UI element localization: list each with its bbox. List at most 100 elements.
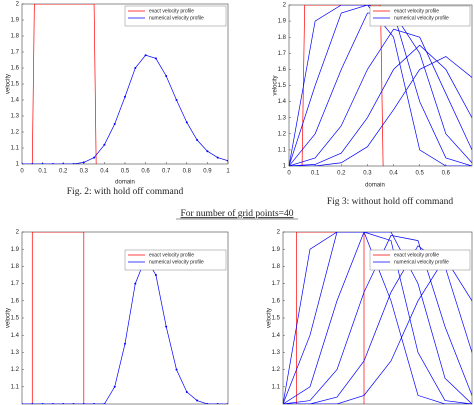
point [51,163,54,164]
legend-label: exact velocity profile [394,252,439,258]
panel: 1 1.1 1.2 1.3 1.4 1.5 1.6 1.7 1.8 1.9 2 0 0.1 0.2 0.3 0… [6,2,231,198]
legend-label: numerical velocity profile [394,259,449,265]
y-axis-label: velocity [6,308,12,328]
point [113,123,116,125]
x-tick-label: 0.3 [363,171,372,177]
series-line [283,232,472,404]
point [165,75,168,77]
y-tick-label: 2 [277,230,281,236]
legend [369,249,471,271]
point [216,156,219,159]
series-line [283,245,472,404]
x-axis-label: domain [115,180,135,186]
point [62,403,65,404]
legend [124,5,227,27]
x-tick-label: 0.1 [311,171,320,177]
y-tick-label: 1.2 [272,367,281,373]
series-group [289,5,472,166]
x-tick-label: 0.4 [100,169,109,175]
x-tick-label: 0.9 [203,169,212,175]
series-line [289,28,472,166]
y-tick-label: 1.1 [272,384,281,390]
y-tick-label: 1.1 [11,146,20,152]
point [62,163,65,164]
y-axis-label: velocity [6,74,12,94]
legend-label: numerical velocity profile [149,259,204,265]
point [72,163,75,164]
point [175,99,178,101]
y-tick-label: 1.7 [11,50,20,56]
point [103,403,106,404]
series-line [289,12,472,166]
point [196,139,199,141]
point [216,403,219,404]
y-tick-label: 1.4 [11,333,20,339]
point [82,161,85,164]
y-axis-label: velocity [267,308,273,328]
x-tick-label: 0 [20,169,24,175]
y-tick-label: 1.3 [272,350,281,356]
series-line [31,232,85,404]
y-tick-label: 1.8 [278,35,287,41]
point [93,156,96,159]
y-tick-label: 2 [283,3,287,9]
x-tick-label: 0.2 [59,169,68,175]
point [206,403,209,404]
legend-label: exact velocity profile [149,8,194,14]
y-tick-label: 2 [16,230,20,236]
point [41,163,44,164]
series-line [289,5,472,166]
legend-label: numerical velocity profile [394,15,449,21]
series-line [31,4,97,164]
y-tick-label: 1 [283,164,287,170]
point [113,385,116,388]
x-tick-label: 0.6 [141,169,150,175]
y-tick-label: 1.8 [272,264,281,270]
series-group [22,232,228,404]
x-tick-label: 0.3 [80,169,89,175]
y-tick-label: 1.6 [11,66,20,72]
series-line [283,232,472,404]
y-tick-label: 1.8 [11,34,20,40]
point [41,403,44,404]
y-tick-label: 1.5 [272,316,281,322]
x-tick-label: 0.8 [183,169,192,175]
y-tick-label: 1.9 [278,19,287,25]
y-tick-label: 1.1 [278,147,287,153]
series-line [296,232,365,404]
point [134,67,137,69]
x-tick-label: 0.6 [442,171,451,177]
y-tick-label: 1.6 [272,298,281,304]
x-tick-label: 0.2 [337,171,346,177]
series-line [283,257,472,404]
point [206,150,209,153]
legend [369,5,471,27]
plot-area [288,4,473,167]
y-tick-label: 1.3 [11,114,20,120]
point [227,403,228,404]
point [82,403,85,404]
legend-label: exact velocity profile [149,252,194,258]
series-line [289,5,472,166]
y-tick-label: 1.5 [11,316,20,322]
plot-area [21,3,229,165]
series-group [283,232,472,404]
y-tick-label: 1.6 [278,67,287,73]
x-tick-label: 0 [287,171,291,177]
y-tick-label: 1.2 [11,130,20,136]
series-group [22,4,228,164]
y-tick-label: 1.1 [11,384,20,390]
x-axis-label: domain [365,183,385,189]
point [124,342,126,345]
y-tick-label: 1.3 [278,115,287,121]
y-tick-label: 1.3 [11,350,20,356]
x-tick-label: 0.4 [389,171,398,177]
y-tick-label: 1.6 [11,298,20,304]
x-tick-label: 0.7 [162,169,171,175]
point [31,403,34,404]
point [22,403,23,404]
y-tick-label: 1.8 [11,264,20,270]
series-line [289,56,472,166]
point [154,57,157,60]
y-tick-label: 1.5 [278,83,287,89]
